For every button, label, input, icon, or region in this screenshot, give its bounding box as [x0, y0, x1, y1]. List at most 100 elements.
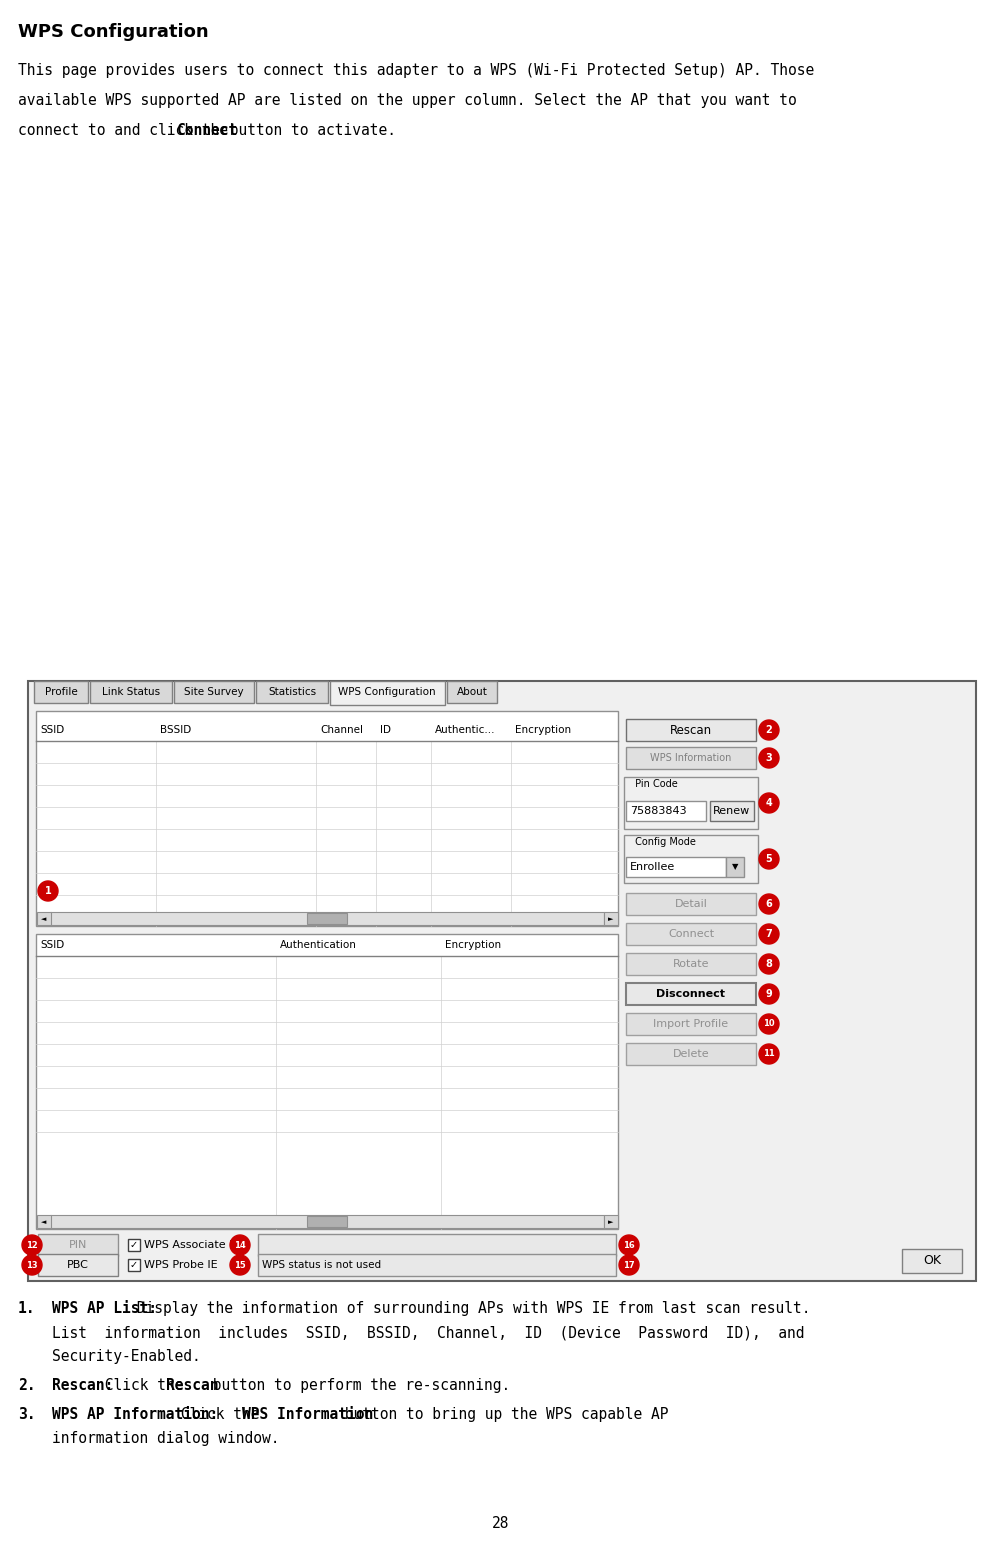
Text: List  information  includes  SSID,  BSSID,  Channel,  ID  (Device  Password  ID): List information includes SSID, BSSID, C…	[52, 1325, 804, 1340]
Text: button to bring up the WPS capable AP: button to bring up the WPS capable AP	[336, 1407, 668, 1422]
Text: 9: 9	[765, 990, 772, 999]
Text: About: About	[456, 687, 487, 696]
Text: 13: 13	[26, 1261, 38, 1270]
Text: PIN: PIN	[69, 1239, 87, 1250]
Text: Renew: Renew	[712, 807, 749, 816]
Text: BSSID: BSSID	[160, 724, 191, 735]
Bar	[36, 710, 617, 926]
Bar	[50, 1214, 603, 1228]
Circle shape	[759, 1044, 779, 1064]
Bar	[625, 748, 756, 769]
Text: button to activate.: button to activate.	[221, 123, 396, 138]
Bar	[625, 800, 705, 820]
Text: WPS Probe IE: WPS Probe IE	[144, 1259, 217, 1270]
Bar	[38, 1235, 118, 1256]
Text: ✓: ✓	[130, 1239, 138, 1250]
Circle shape	[618, 1255, 638, 1275]
Bar	[709, 800, 754, 820]
Circle shape	[229, 1235, 249, 1255]
Text: 7: 7	[765, 929, 772, 938]
Text: 12: 12	[26, 1241, 38, 1250]
Text: available WPS supported AP are listed on the upper column. Select the AP that yo: available WPS supported AP are listed on…	[18, 93, 796, 109]
Text: Link Status: Link Status	[102, 687, 160, 696]
Bar	[50, 912, 603, 924]
Circle shape	[759, 924, 779, 945]
Bar	[901, 1249, 961, 1273]
Text: 4: 4	[765, 799, 772, 808]
Bar	[128, 1239, 140, 1252]
Text: Display the information of surrounding APs with WPS IE from last scan result.: Display the information of surrounding A…	[127, 1301, 810, 1315]
Text: WPS Configuration: WPS Configuration	[338, 687, 436, 696]
Text: PBC: PBC	[67, 1259, 89, 1270]
Text: Config Mode: Config Mode	[631, 838, 698, 847]
Text: OK: OK	[922, 1255, 940, 1267]
Text: Encryption: Encryption	[514, 724, 570, 735]
Bar	[38, 1255, 118, 1276]
Text: This page provides users to connect this adapter to a WPS (Wi-Fi Protected Setup: This page provides users to connect this…	[18, 64, 814, 78]
Text: Rescan: Rescan	[669, 723, 711, 737]
Text: Channel: Channel	[320, 724, 363, 735]
Bar	[625, 720, 756, 741]
Text: button to perform the re-scanning.: button to perform the re-scanning.	[203, 1377, 509, 1393]
Bar	[256, 681, 328, 703]
Circle shape	[759, 793, 779, 813]
Text: 17: 17	[622, 1261, 634, 1270]
Text: WPS AP List:: WPS AP List:	[52, 1301, 157, 1315]
Text: Profile: Profile	[44, 687, 77, 696]
Text: 75883843: 75883843	[629, 807, 686, 816]
Text: 3: 3	[765, 752, 772, 763]
Bar	[625, 858, 725, 876]
Text: 6: 6	[765, 900, 772, 909]
Bar	[623, 834, 758, 883]
Bar	[90, 681, 171, 703]
Text: WPS Information: WPS Information	[241, 1407, 373, 1422]
Circle shape	[22, 1235, 42, 1255]
Text: ◄: ◄	[41, 917, 47, 921]
Text: Encryption: Encryption	[445, 940, 501, 951]
Bar	[447, 681, 497, 703]
Bar	[603, 1214, 617, 1228]
Text: ►: ►	[607, 1219, 613, 1225]
Text: WPS Information: WPS Information	[649, 752, 730, 763]
Bar	[128, 1259, 140, 1270]
Bar	[37, 912, 51, 924]
Text: information dialog window.: information dialog window.	[52, 1430, 280, 1446]
Circle shape	[618, 1235, 638, 1255]
Bar	[725, 858, 743, 876]
Text: 16: 16	[622, 1241, 634, 1250]
Circle shape	[759, 748, 779, 768]
Text: Disconnect: Disconnect	[656, 990, 724, 999]
Text: 8: 8	[765, 959, 772, 969]
Text: WPS Associate IE: WPS Associate IE	[144, 1239, 239, 1250]
Circle shape	[759, 848, 779, 869]
Text: SSID: SSID	[40, 940, 64, 951]
Bar	[307, 1216, 347, 1227]
Text: Rescan: Rescan	[165, 1377, 218, 1393]
Circle shape	[759, 893, 779, 914]
Text: Pin Code: Pin Code	[631, 779, 680, 789]
Text: 11: 11	[763, 1050, 775, 1058]
Text: Connect: Connect	[176, 123, 237, 138]
Text: Statistics: Statistics	[268, 687, 316, 696]
Text: Delete: Delete	[672, 1048, 708, 1059]
Circle shape	[22, 1255, 42, 1275]
Text: 10: 10	[763, 1019, 774, 1028]
Bar	[623, 777, 758, 828]
Text: 3.: 3.	[18, 1407, 35, 1422]
Text: Connect: Connect	[667, 929, 713, 938]
Bar	[37, 1214, 51, 1228]
Bar	[625, 952, 756, 976]
Text: Site Survey: Site Survey	[184, 687, 243, 696]
Text: 15: 15	[233, 1261, 245, 1270]
Bar	[258, 1255, 615, 1276]
Text: ID: ID	[380, 724, 391, 735]
Text: Click the: Click the	[96, 1377, 192, 1393]
Bar	[28, 681, 975, 1281]
Bar	[603, 912, 617, 924]
Circle shape	[38, 881, 58, 901]
Bar	[625, 983, 756, 1005]
Text: 28: 28	[492, 1515, 509, 1531]
Text: Rescan:: Rescan:	[52, 1377, 113, 1393]
Bar	[36, 934, 617, 1228]
Text: ✓: ✓	[130, 1259, 138, 1270]
